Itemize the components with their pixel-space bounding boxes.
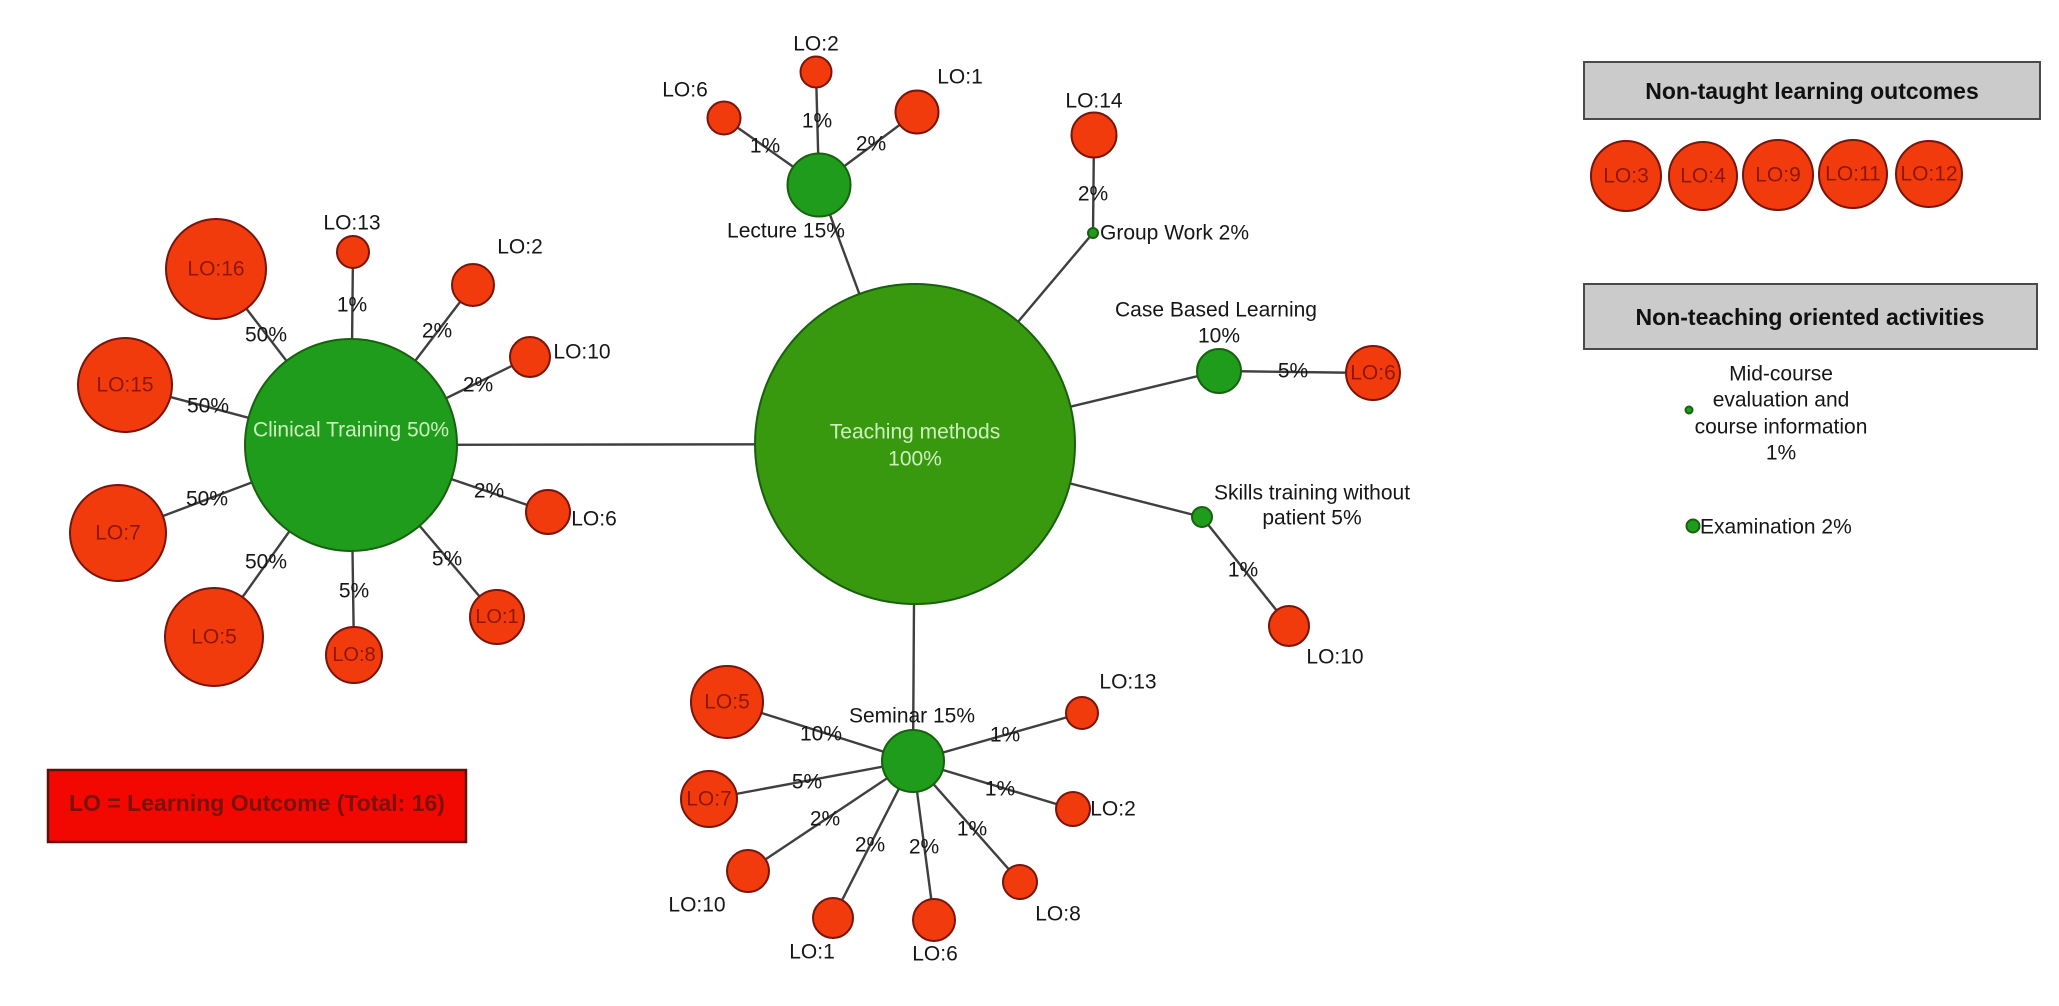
svg-text:Non-teaching oriented activiti: Non-teaching oriented activities (1636, 304, 1985, 330)
svg-text:LO:3: LO:3 (1603, 165, 1649, 188)
svg-text:LO:10: LO:10 (668, 894, 725, 917)
svg-text:Group Work 2%: Group Work 2% (1100, 222, 1249, 245)
svg-text:50%: 50% (245, 551, 287, 574)
svg-text:5%: 5% (792, 771, 822, 794)
svg-text:1%: 1% (1228, 559, 1258, 582)
svg-text:LO:1: LO:1 (475, 606, 518, 628)
svg-text:LO = Learning Outcome (Total:: LO = Learning Outcome (Total: 16) (69, 790, 445, 816)
svg-text:2%: 2% (810, 808, 840, 831)
svg-text:2%: 2% (855, 834, 885, 857)
svg-text:1%: 1% (957, 818, 987, 841)
svg-text:5%: 5% (1278, 360, 1308, 383)
svg-text:Seminar 15%: Seminar 15% (849, 705, 975, 728)
svg-text:Lecture 15%: Lecture 15% (727, 220, 845, 243)
svg-text:2%: 2% (474, 480, 504, 503)
svg-text:Examination 2%: Examination 2% (1700, 516, 1852, 539)
svg-text:1%: 1% (1766, 442, 1796, 465)
svg-text:Teaching methods: Teaching methods (830, 421, 1000, 444)
svg-text:Mid-course: Mid-course (1729, 363, 1833, 386)
svg-text:50%: 50% (245, 324, 287, 347)
svg-text:Non-taught learning outcomes: Non-taught learning outcomes (1645, 78, 1979, 104)
svg-text:Skills training without: Skills training without (1214, 482, 1410, 505)
svg-text:LO:15: LO:15 (96, 374, 153, 397)
svg-text:LO:1: LO:1 (789, 941, 835, 964)
svg-text:LO:10: LO:10 (1306, 646, 1363, 669)
svg-text:2%: 2% (463, 374, 493, 397)
svg-text:LO:7: LO:7 (95, 522, 141, 545)
svg-text:patient 5%: patient 5% (1262, 507, 1361, 530)
svg-text:LO:7: LO:7 (686, 788, 732, 811)
svg-text:1%: 1% (337, 294, 367, 317)
svg-text:evaluation and: evaluation and (1713, 389, 1850, 412)
svg-text:5%: 5% (432, 548, 462, 571)
svg-text:LO:13: LO:13 (323, 212, 380, 235)
svg-text:1%: 1% (802, 110, 832, 133)
svg-text:LO:8: LO:8 (1035, 903, 1081, 926)
svg-text:LO:13: LO:13 (1099, 671, 1156, 694)
svg-text:LO:6: LO:6 (912, 943, 958, 966)
svg-text:LO:10: LO:10 (553, 341, 610, 364)
svg-text:Case Based Learning: Case Based Learning (1115, 299, 1317, 322)
svg-text:LO:6: LO:6 (1350, 362, 1396, 385)
svg-text:LO:8: LO:8 (332, 644, 375, 666)
svg-text:1%: 1% (750, 135, 780, 158)
svg-text:course information: course information (1695, 416, 1868, 439)
svg-text:1%: 1% (985, 778, 1015, 801)
svg-text:100%: 100% (888, 448, 942, 471)
svg-text:1%: 1% (990, 724, 1020, 747)
svg-text:2%: 2% (856, 133, 886, 156)
svg-text:LO:5: LO:5 (704, 691, 750, 714)
svg-text:LO:2: LO:2 (497, 236, 543, 259)
svg-text:LO:6: LO:6 (571, 508, 617, 531)
svg-text:2%: 2% (909, 836, 939, 859)
svg-text:LO:9: LO:9 (1755, 164, 1801, 187)
svg-text:LO:4: LO:4 (1680, 165, 1726, 188)
svg-text:Clinical Training 50%: Clinical Training 50% (253, 419, 449, 442)
svg-text:50%: 50% (186, 488, 228, 511)
svg-text:LO:6: LO:6 (662, 79, 708, 102)
svg-text:LO:2: LO:2 (793, 33, 839, 56)
svg-text:LO:2: LO:2 (1090, 798, 1136, 821)
svg-text:LO:1: LO:1 (937, 66, 983, 89)
svg-text:LO:16: LO:16 (187, 258, 244, 281)
svg-text:2%: 2% (422, 320, 452, 343)
svg-text:LO:5: LO:5 (191, 626, 237, 649)
svg-text:LO:11: LO:11 (1825, 163, 1881, 186)
svg-text:10%: 10% (1198, 325, 1240, 348)
svg-text:LO:12: LO:12 (1900, 163, 1957, 186)
svg-text:10%: 10% (800, 723, 842, 746)
svg-text:LO:14: LO:14 (1065, 90, 1123, 113)
svg-text:50%: 50% (187, 395, 229, 418)
svg-text:5%: 5% (339, 580, 369, 603)
svg-text:2%: 2% (1078, 183, 1108, 206)
